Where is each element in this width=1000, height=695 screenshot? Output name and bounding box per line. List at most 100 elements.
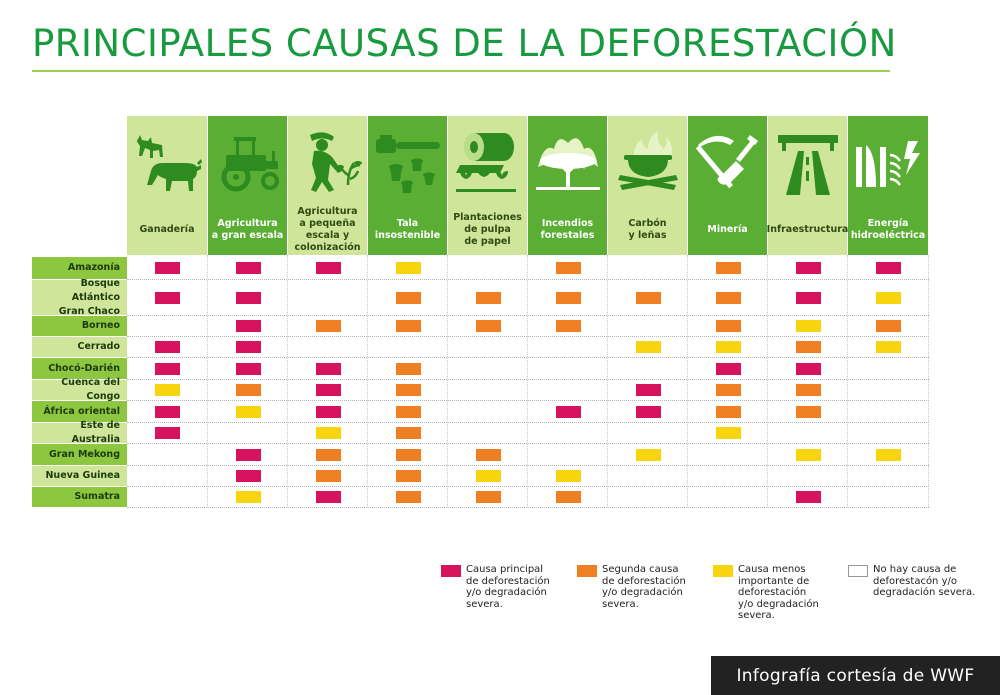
legend-text: Causa menos importante de deforestación …: [738, 564, 819, 621]
cause-cell-menos: [476, 470, 501, 482]
cause-cell-principal: [236, 262, 261, 274]
column-label: Ganadería: [139, 224, 195, 235]
cause-cell-segunda: [716, 406, 741, 418]
cause-cell-segunda: [556, 320, 581, 332]
cause-cell-principal: [155, 262, 180, 274]
cause-cell-segunda: [636, 292, 661, 304]
cause-cell-segunda: [476, 320, 501, 332]
charcoal-pot-icon: [608, 124, 687, 202]
column-header: Incendios forestales: [528, 116, 607, 255]
cause-cell-menos: [396, 262, 421, 274]
cause-cell-principal: [236, 363, 261, 375]
cause-cell-principal: [636, 406, 661, 418]
cause-cell-principal: [155, 341, 180, 353]
legend-item: Causa menos importante de deforestación …: [713, 564, 819, 622]
column-label: Energía hidroeléctrica: [850, 218, 926, 241]
row-divider: [127, 507, 929, 508]
column-header: Ganadería: [127, 116, 207, 255]
cause-cell-menos: [796, 449, 821, 461]
cause-cell-principal: [236, 292, 261, 304]
cause-cell-principal: [155, 427, 180, 439]
cause-cell-segunda: [316, 320, 341, 332]
cause-cell-segunda: [396, 406, 421, 418]
cause-cell-principal: [316, 262, 341, 274]
row-divider: [127, 315, 929, 316]
row-divider: [127, 486, 929, 487]
column-label: Agricultura a pequeña escala y colonizac…: [294, 206, 361, 253]
cause-cell-segunda: [556, 292, 581, 304]
pickaxe-shovel-icon: [688, 124, 767, 202]
cause-cell-principal: [155, 406, 180, 418]
row-label: Cuenca del Congo: [32, 377, 127, 402]
row-divider: [127, 379, 929, 380]
cause-cell-principal: [796, 491, 821, 503]
cause-cell-principal: [316, 491, 341, 503]
cause-cell-segunda: [476, 449, 501, 461]
cause-cell-segunda: [556, 491, 581, 503]
cause-cell-menos: [236, 491, 261, 503]
cause-cell-segunda: [796, 384, 821, 396]
cause-cell-segunda: [796, 341, 821, 353]
row-label: Chocó-Darién: [32, 358, 127, 379]
row-divider: [127, 443, 929, 444]
cause-cell-segunda: [396, 449, 421, 461]
cause-cell-principal: [236, 341, 261, 353]
cause-cell-menos: [716, 341, 741, 353]
cause-cell-principal: [316, 406, 341, 418]
row-label: Borneo: [32, 316, 127, 336]
column-divider: [287, 255, 288, 507]
highway-icon: [768, 124, 847, 202]
column-header: Energía hidroeléctrica: [848, 116, 928, 255]
cause-cell-segunda: [876, 320, 901, 332]
cause-cell-menos: [236, 406, 261, 418]
row-divider: [127, 357, 929, 358]
cause-cell-principal: [236, 449, 261, 461]
row-divider: [127, 336, 929, 337]
cause-cell-principal: [236, 470, 261, 482]
cause-cell-segunda: [396, 363, 421, 375]
cause-cell-principal: [556, 406, 581, 418]
cause-cell-principal: [155, 363, 180, 375]
column-divider: [367, 255, 368, 507]
column-header: Minería: [688, 116, 767, 255]
cause-cell-segunda: [396, 292, 421, 304]
row-label: Sumatra: [32, 487, 127, 507]
cause-cell-segunda: [716, 384, 741, 396]
cause-cell-segunda: [396, 384, 421, 396]
cause-cell-segunda: [796, 406, 821, 418]
legend-item: Segunda causa de deforestación y/o degra…: [577, 564, 686, 610]
legend-swatch: [713, 565, 733, 577]
cause-cell-segunda: [476, 292, 501, 304]
row-label: Cerrado: [32, 337, 127, 357]
column-divider: [767, 255, 768, 507]
cause-cell-segunda: [316, 470, 341, 482]
row-label: Nueva Guinea: [32, 466, 127, 486]
column-label: Agricultura a gran escala: [211, 218, 284, 241]
column-header: Carbón y leñas: [608, 116, 687, 255]
cause-cell-principal: [316, 384, 341, 396]
row-divider: [127, 465, 929, 466]
column-header: Infraestructura: [767, 116, 848, 255]
cause-cell-segunda: [396, 470, 421, 482]
cause-cell-segunda: [556, 262, 581, 274]
legend-text: Causa principal de deforestación y/o deg…: [466, 564, 550, 610]
cause-cell-principal: [876, 262, 901, 274]
column-label: Carbón y leñas: [628, 218, 667, 241]
column-divider: [928, 255, 929, 507]
cause-cell-segunda: [716, 292, 741, 304]
row-label: África oriental: [32, 401, 127, 422]
row-divider: [127, 400, 929, 401]
title-divider: [32, 70, 890, 72]
chainsaw-icon: [368, 124, 447, 202]
cause-cell-segunda: [396, 427, 421, 439]
forest-fire-icon: [528, 124, 607, 202]
cause-cell-principal: [716, 363, 741, 375]
cause-cell-menos: [876, 449, 901, 461]
cause-cell-menos: [155, 384, 180, 396]
page-title: PRINCIPALES CAUSAS DE LA DEFORESTACIÓN: [32, 22, 897, 65]
legend-text: Segunda causa de deforestación y/o degra…: [602, 564, 686, 610]
cause-cell-menos: [636, 341, 661, 353]
cause-cell-principal: [155, 292, 180, 304]
row-label: Gran Mekong: [32, 444, 127, 465]
cause-cell-menos: [716, 427, 741, 439]
